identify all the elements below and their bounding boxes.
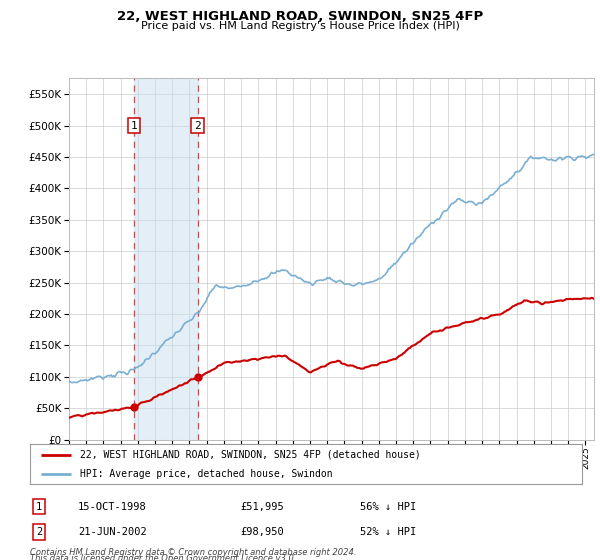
Text: This data is licensed under the Open Government Licence v3.0.: This data is licensed under the Open Gov…	[30, 554, 296, 560]
Text: 2: 2	[194, 120, 201, 130]
Bar	[134, 78, 197, 440]
Text: 15-OCT-1998: 15-OCT-1998	[78, 502, 147, 512]
Text: 22, WEST HIGHLAND ROAD, SWINDON, SN25 4FP (detached house): 22, WEST HIGHLAND ROAD, SWINDON, SN25 4F…	[80, 450, 421, 460]
Text: 1: 1	[36, 502, 42, 512]
Text: 2: 2	[36, 527, 42, 537]
Text: 22, WEST HIGHLAND ROAD, SWINDON, SN25 4FP: 22, WEST HIGHLAND ROAD, SWINDON, SN25 4F…	[117, 10, 483, 23]
Text: Price paid vs. HM Land Registry's House Price Index (HPI): Price paid vs. HM Land Registry's House …	[140, 21, 460, 31]
Text: Contains HM Land Registry data © Crown copyright and database right 2024.: Contains HM Land Registry data © Crown c…	[30, 548, 356, 557]
Text: £51,995: £51,995	[240, 502, 284, 512]
Text: £98,950: £98,950	[240, 527, 284, 537]
Text: 21-JUN-2002: 21-JUN-2002	[78, 527, 147, 537]
Text: 56% ↓ HPI: 56% ↓ HPI	[360, 502, 416, 512]
Text: 52% ↓ HPI: 52% ↓ HPI	[360, 527, 416, 537]
Text: HPI: Average price, detached house, Swindon: HPI: Average price, detached house, Swin…	[80, 469, 332, 479]
Text: 1: 1	[131, 120, 137, 130]
